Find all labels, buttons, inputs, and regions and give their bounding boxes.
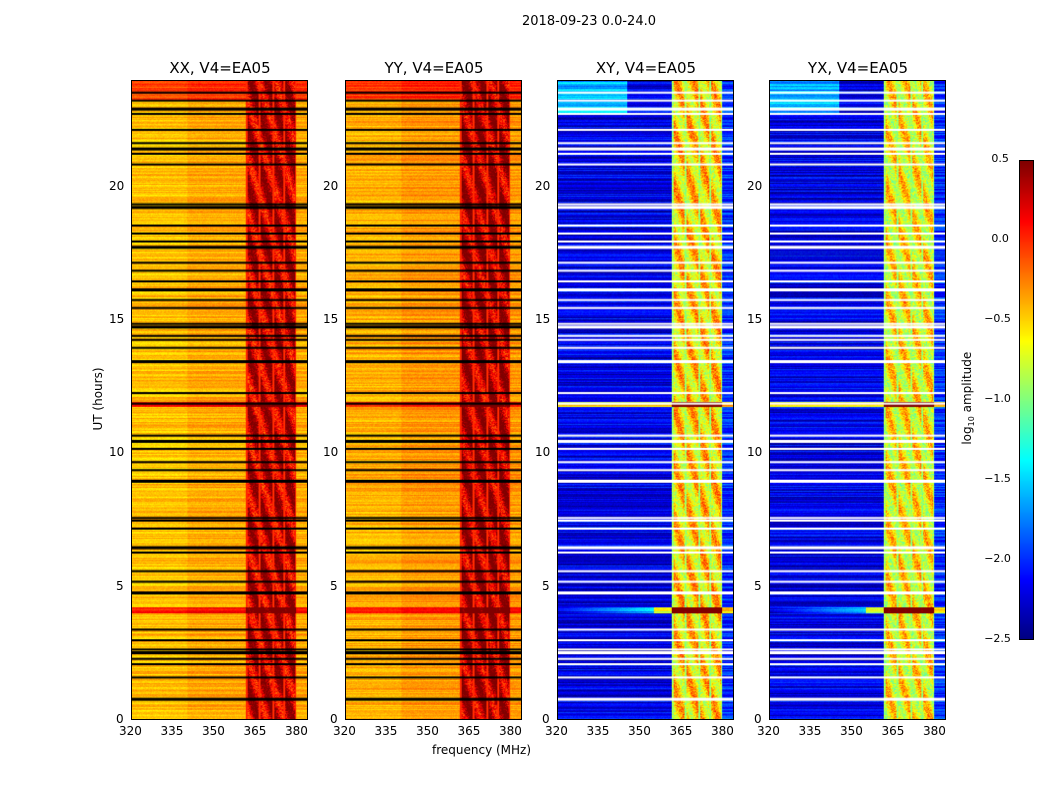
x-tick-label: 350	[839, 724, 863, 738]
y-tick-label: 0	[330, 712, 338, 726]
y-tick-label: 10	[323, 445, 339, 460]
x-tick-label: 335	[798, 724, 822, 738]
y-tick-label: 20	[323, 178, 339, 193]
colorbar	[1019, 160, 1034, 640]
x-tick-label: 320	[119, 724, 142, 738]
heatmap-image	[132, 81, 307, 719]
y-tick-label: 5	[754, 578, 762, 593]
x-tick-label: 350	[201, 724, 225, 738]
colorbar-label-sub: 10	[967, 416, 977, 427]
x-tick-label: 380	[710, 724, 734, 738]
y-tick-label: 0	[754, 712, 762, 726]
y-tick-label: 0	[542, 712, 550, 726]
colorbar-tick-label: −1.0	[984, 392, 1011, 405]
y-tick-label: 20	[535, 178, 551, 193]
panel-title: XY, V4=EA05	[595, 59, 697, 77]
heatmap-panel	[345, 80, 522, 720]
colorbar-tick-label: 0.0	[991, 232, 1009, 245]
y-tick-label: 0	[116, 712, 124, 726]
y-tick-label: 20	[747, 178, 763, 193]
x-tick-label: 380	[498, 724, 522, 738]
x-tick-label: 335	[374, 724, 398, 738]
heatmap-image	[346, 81, 521, 719]
panel-title: YY, V4=EA05	[384, 59, 484, 77]
heatmap-panel	[769, 80, 946, 720]
x-tick-label: 335	[586, 724, 610, 738]
x-tick-label: 365	[881, 724, 905, 738]
colorbar-label: log10 amplitude	[960, 338, 976, 458]
y-tick-label: 5	[330, 578, 338, 593]
x-tick-label: 380	[284, 724, 308, 738]
colorbar-gradient	[1020, 161, 1033, 639]
y-tick-label: 5	[116, 578, 124, 593]
x-tick-label: 320	[757, 724, 780, 738]
y-tick-label: 5	[542, 578, 550, 593]
y-tick-label: 15	[109, 312, 125, 326]
figure-title: 2018-09-23 0.0-24.0	[522, 14, 656, 29]
x-tick-label: 365	[669, 724, 693, 738]
colorbar-label-rest: amplitude	[959, 351, 974, 417]
x-axis-label: frequency (MHz)	[432, 743, 532, 757]
y-tick-label: 15	[535, 312, 551, 326]
colorbar-tick-label: −2.5	[984, 632, 1011, 645]
heatmap-panel	[557, 80, 734, 720]
heatmap-image	[558, 81, 733, 719]
panel-title: YX, V4=EA05	[807, 59, 909, 77]
x-tick-label: 365	[243, 724, 267, 738]
y-tick-label: 10	[109, 445, 125, 460]
colorbar-tick-label: 0.5	[991, 152, 1009, 165]
panel-title: XX, V4=EA05	[169, 59, 271, 77]
x-tick-label: 350	[627, 724, 651, 738]
colorbar-tick-label: −2.0	[984, 552, 1011, 565]
y-tick-label: 15	[323, 312, 339, 326]
y-axis-label: UT (hours)	[91, 367, 105, 431]
x-tick-label: 380	[922, 724, 946, 738]
x-tick-label: 320	[545, 724, 568, 738]
x-tick-label: 365	[457, 724, 481, 738]
x-tick-label: 350	[415, 724, 439, 738]
y-tick-label: 20	[109, 178, 125, 193]
heatmap-panel	[131, 80, 308, 720]
colorbar-label-main: log	[959, 426, 974, 445]
y-tick-label: 10	[747, 445, 763, 460]
y-tick-label: 15	[747, 312, 763, 326]
x-tick-label: 320	[333, 724, 356, 738]
heatmap-image	[770, 81, 945, 719]
y-tick-label: 10	[535, 445, 551, 460]
x-tick-label: 335	[160, 724, 184, 738]
colorbar-tick-label: −1.5	[984, 472, 1011, 485]
colorbar-tick-label: −0.5	[984, 312, 1011, 325]
